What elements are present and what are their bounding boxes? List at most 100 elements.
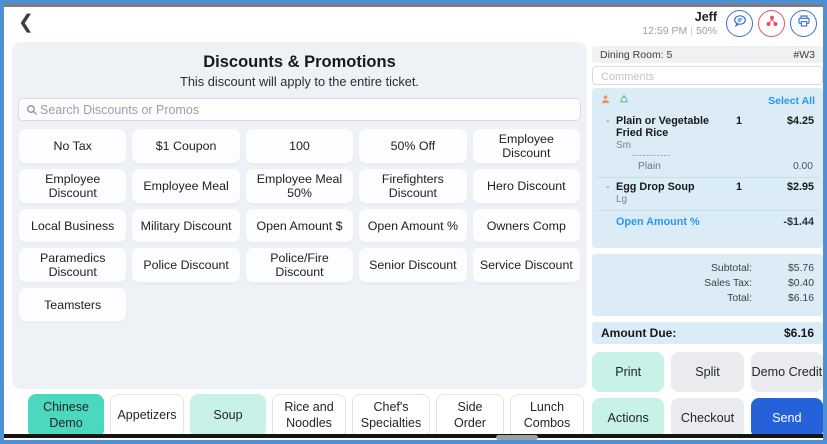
back-button[interactable]: ❮	[18, 12, 34, 33]
top-right-cluster: Jeff 12:59 PM | 50%	[642, 10, 817, 37]
total-row: Total: $6.16	[601, 291, 814, 306]
item-separator	[596, 177, 819, 178]
item-size: Sm	[616, 140, 631, 151]
discount-button-employee-meal-50[interactable]: Employee Meal 50%	[244, 168, 355, 204]
item-size: Lg	[616, 194, 628, 205]
subtotal-row: Subtotal: $5.76	[601, 261, 814, 276]
discount-grid: No Tax $1 Coupon 100 50% Off Employee Di…	[18, 128, 581, 322]
category-tab-chefs-specialties[interactable]: Chef's Specialties	[352, 394, 430, 438]
order-items-section: Select All - Plain or Vegetable Fried Ri…	[592, 88, 823, 248]
amount-due-value: $6.16	[783, 326, 814, 340]
discount-button-employee-discount-2[interactable]: Employee Discount	[18, 168, 128, 204]
ticket-header: Dining Room: 5 #W3	[592, 46, 823, 63]
category-tab-lunch-combos[interactable]: Lunch Combos	[510, 394, 584, 438]
discounts-panel: Discounts & Promotions This discount wil…	[12, 42, 587, 389]
category-tab-side-order[interactable]: Side Order	[436, 394, 504, 438]
item-collapse-dash: -	[606, 115, 610, 127]
discount-button-firefighters-discount[interactable]: Firefighters Discount	[358, 168, 468, 204]
comments-input[interactable]	[593, 68, 822, 86]
modifier-name: Plain	[638, 161, 661, 172]
amount-due-row: Amount Due: $6.16	[592, 322, 823, 344]
cloche-icon[interactable]	[618, 92, 630, 110]
sales-tax-label: Sales Tax:	[704, 278, 752, 289]
search-input[interactable]	[40, 99, 574, 120]
demo-credit-button[interactable]: Demo Credit	[750, 352, 823, 392]
ticket-number: #W3	[793, 48, 815, 61]
discount-button-military-discount[interactable]: Military Discount	[131, 208, 241, 243]
discount-button-service-discount[interactable]: Service Discount	[471, 247, 581, 283]
item-collapse-dash: -	[606, 181, 610, 193]
discount-button-open-amount-dollar[interactable]: Open Amount $	[244, 208, 355, 243]
discount-button-owners-comp[interactable]: Owners Comp	[471, 208, 581, 243]
discount-button-employee-meal[interactable]: Employee Meal	[131, 168, 241, 204]
top-bar: ❮ Jeff 12:59 PM | 50%	[4, 7, 823, 41]
amount-due-label: Amount Due:	[601, 326, 677, 340]
split-button[interactable]: Split	[671, 352, 744, 392]
discount-button-police-fire-discount[interactable]: Police/Fire Discount	[244, 247, 355, 283]
print-ticket-button[interactable]	[790, 10, 817, 37]
applied-discount-label: Open Amount %	[616, 216, 700, 228]
item-name: Egg Drop Soup	[616, 181, 695, 193]
discount-button-paramedics-discount[interactable]: Paramedics Discount	[18, 247, 128, 283]
subtotal-value: $5.76	[787, 263, 814, 274]
discount-button-hero-discount[interactable]: Hero Discount	[471, 168, 581, 204]
network-nodes-icon	[764, 13, 780, 34]
item-price: $4.25	[786, 115, 814, 127]
discount-button-teamsters[interactable]: Teamsters	[18, 287, 128, 322]
discount-button-50-off[interactable]: 50% Off	[358, 128, 468, 164]
modifier-divider: -----------	[632, 150, 671, 160]
category-tab-soup[interactable]: Soup	[190, 394, 266, 438]
table-layout-button[interactable]	[758, 10, 785, 37]
window-top-strip	[4, 4, 823, 7]
subtotal-label: Subtotal:	[710, 263, 752, 274]
selection-row: Select All	[592, 88, 823, 112]
clock-time: 12:59 PM	[642, 25, 688, 37]
ticket-panel: Dining Room: 5 #W3	[592, 42, 823, 440]
category-tab-chinese-demo[interactable]: Chinese Demo	[28, 394, 104, 438]
item-price: $2.95	[786, 181, 814, 193]
page-title: Discounts & Promotions	[203, 53, 396, 71]
category-scrollbar-thumb[interactable]	[496, 435, 538, 440]
sales-tax-value: $0.40	[787, 278, 814, 289]
order-item-row[interactable]: - Plain or Vegetable Fried Rice 1 $4.25 …	[592, 112, 823, 172]
send-button[interactable]: Send	[750, 398, 823, 438]
window-bottom-strip	[4, 434, 823, 438]
item-quantity: 1	[735, 181, 742, 193]
time-battery-status: 12:59 PM | 50%	[642, 25, 717, 37]
applied-discount-row[interactable]: Open Amount % -$1.44	[592, 211, 823, 228]
page-subtitle: This discount will apply to the entire t…	[180, 74, 419, 89]
chat-bubble-icon	[732, 13, 748, 34]
discount-button-employee-discount[interactable]: Employee Discount	[471, 128, 581, 164]
ticket-mode-icons	[600, 92, 630, 110]
guest-person-icon[interactable]	[600, 92, 611, 110]
printer-icon	[796, 13, 812, 34]
modifier-row[interactable]: Plain 0.00	[592, 159, 823, 172]
battery-percent: 50%	[695, 25, 717, 37]
totals-section: Subtotal: $5.76 Sales Tax: $0.40 Total: …	[592, 254, 823, 316]
category-bar: Chinese Demo Appetizers Soup Rice and No…	[28, 394, 584, 438]
discount-button-no-tax[interactable]: No Tax	[18, 128, 128, 164]
applied-discount-amount: -$1.44	[783, 216, 814, 228]
messages-button[interactable]	[726, 10, 753, 37]
print-button[interactable]: Print	[592, 352, 665, 392]
select-all-link[interactable]: Select All	[768, 95, 815, 107]
discount-button-open-amount-percent[interactable]: Open Amount %	[358, 208, 468, 243]
modifier-price: 0.00	[792, 161, 813, 172]
discount-button-senior-discount[interactable]: Senior Discount	[358, 247, 468, 283]
actions-button[interactable]: Actions	[592, 398, 665, 438]
category-tab-appetizers[interactable]: Appetizers	[110, 394, 184, 438]
discount-button-100[interactable]: 100	[244, 128, 355, 164]
checkout-button[interactable]: Checkout	[671, 398, 744, 438]
discount-button-1-coupon[interactable]: $1 Coupon	[131, 128, 241, 164]
user-block: Jeff 12:59 PM | 50%	[642, 10, 717, 37]
discount-button-police-discount[interactable]: Police Discount	[131, 247, 241, 283]
item-quantity: 1	[735, 115, 742, 127]
sales-tax-row: Sales Tax: $0.40	[601, 276, 814, 291]
order-item-row[interactable]: - Egg Drop Soup 1 $2.95 Lg	[592, 178, 823, 205]
discount-button-local-business[interactable]: Local Business	[18, 208, 128, 243]
table-location: Dining Room: 5	[600, 48, 673, 61]
item-name: Plain or Vegetable Fried Rice	[616, 115, 710, 139]
status-separator: |	[690, 25, 693, 37]
category-tab-rice-and-noodles[interactable]: Rice and Noodles	[272, 394, 346, 438]
